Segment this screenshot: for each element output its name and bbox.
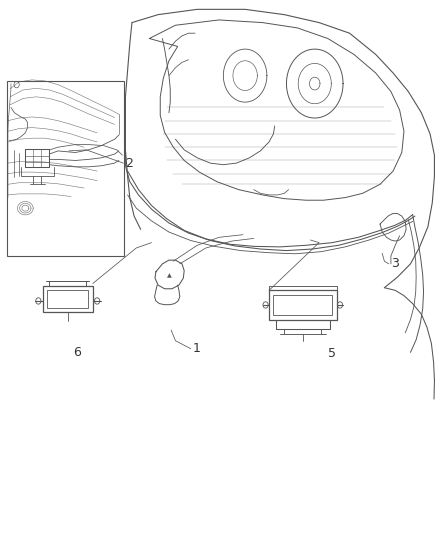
Bar xyxy=(273,295,332,315)
Text: 1: 1 xyxy=(193,342,201,355)
Bar xyxy=(269,290,336,319)
Text: 3: 3 xyxy=(391,257,399,270)
Text: 6: 6 xyxy=(74,346,81,359)
Text: ▲: ▲ xyxy=(167,273,172,278)
Bar xyxy=(47,290,88,308)
Bar xyxy=(43,286,93,312)
Text: 2: 2 xyxy=(125,157,133,169)
Bar xyxy=(7,81,124,256)
Text: 5: 5 xyxy=(328,348,336,360)
